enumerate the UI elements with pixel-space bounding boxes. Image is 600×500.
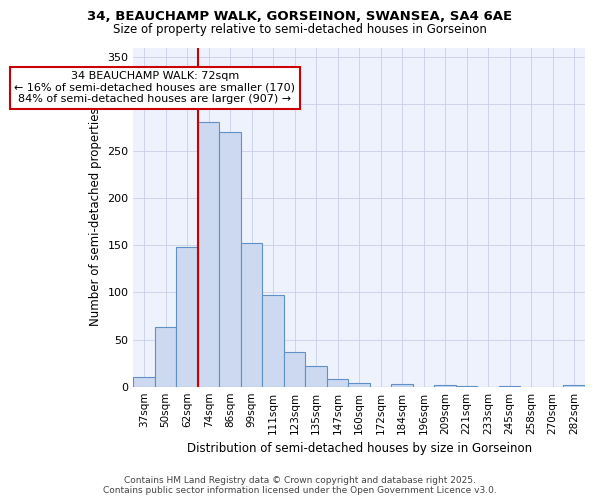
- Text: 34, BEAUCHAMP WALK, GORSEINON, SWANSEA, SA4 6AE: 34, BEAUCHAMP WALK, GORSEINON, SWANSEA, …: [88, 10, 512, 23]
- Bar: [176, 247, 198, 386]
- Bar: [305, 366, 327, 386]
- Bar: [391, 384, 413, 386]
- Y-axis label: Number of semi-detached properties: Number of semi-detached properties: [89, 108, 102, 326]
- Bar: [434, 385, 456, 386]
- Bar: [327, 379, 349, 386]
- Bar: [262, 296, 284, 386]
- X-axis label: Distribution of semi-detached houses by size in Gorseinon: Distribution of semi-detached houses by …: [187, 442, 532, 455]
- Bar: [241, 244, 262, 386]
- Bar: [349, 383, 370, 386]
- Bar: [155, 328, 176, 386]
- Text: 34 BEAUCHAMP WALK: 72sqm
← 16% of semi-detached houses are smaller (170)
84% of : 34 BEAUCHAMP WALK: 72sqm ← 16% of semi-d…: [14, 71, 295, 104]
- Text: Contains HM Land Registry data © Crown copyright and database right 2025.
Contai: Contains HM Land Registry data © Crown c…: [103, 476, 497, 495]
- Bar: [198, 122, 220, 386]
- Bar: [563, 385, 585, 386]
- Text: Size of property relative to semi-detached houses in Gorseinon: Size of property relative to semi-detach…: [113, 22, 487, 36]
- Bar: [133, 378, 155, 386]
- Bar: [284, 352, 305, 386]
- Bar: [220, 132, 241, 386]
